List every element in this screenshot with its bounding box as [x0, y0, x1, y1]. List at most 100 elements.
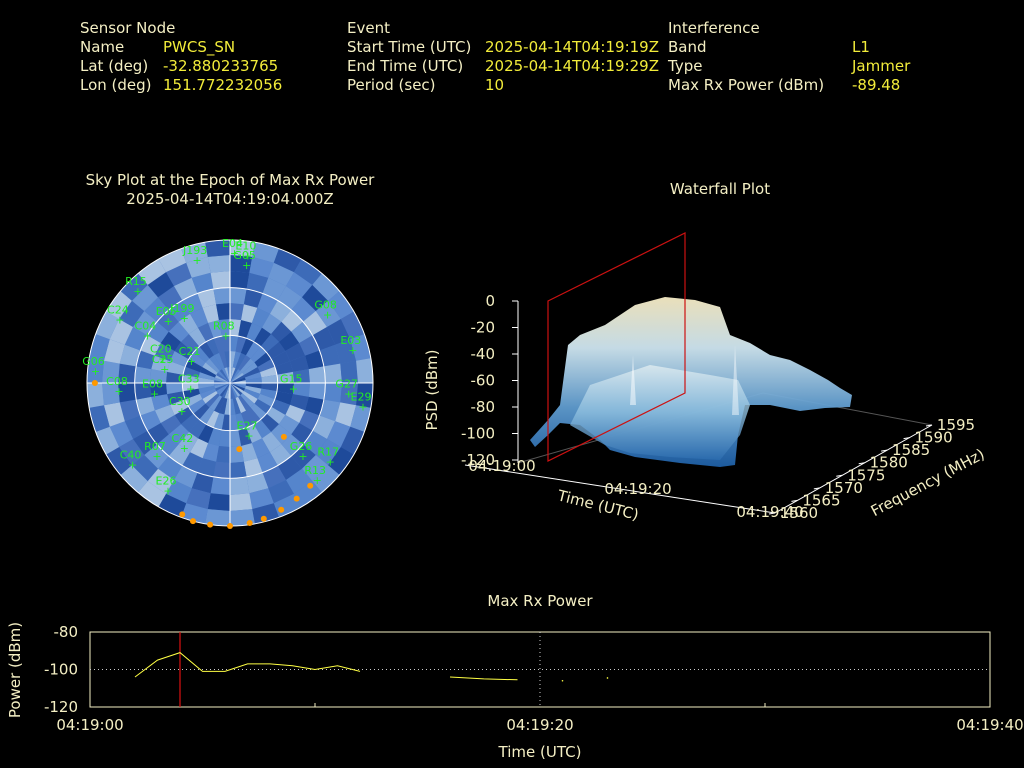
skyplot-heat-cell: [230, 383, 243, 396]
skyplot-heat-cell: [224, 398, 230, 415]
satellite-marker: +: [186, 383, 195, 396]
skyplot-heat-cell: [214, 396, 225, 414]
skyplot-heat-cell: [324, 383, 342, 403]
skyplot-heat-cell: [214, 377, 230, 383]
skyplot-heat-cell: [167, 391, 185, 405]
satellite-marker: +: [244, 429, 253, 442]
freq-tick-label: 1565: [802, 491, 840, 509]
skyplot-heat-cell: [202, 443, 219, 462]
skyplot-heat-cell: [158, 247, 187, 273]
skyplot-heat-cell: [146, 423, 169, 445]
skyplot-heat-cell: [254, 419, 272, 439]
sensor-name-label: Name: [80, 38, 125, 56]
skyplot-heat-cell: [186, 488, 211, 510]
skyplot-heat-cell: [178, 313, 198, 334]
sensor-lat-label: Lat (deg): [80, 57, 149, 75]
skyplot-heat-cell: [202, 391, 218, 404]
skyplot-heat-cell: [286, 272, 313, 298]
satellite-label: J199: [169, 302, 194, 315]
freq-tick-label: 1590: [914, 429, 952, 447]
skyplot-heat-cell: [218, 430, 230, 447]
skyplot-heat-cell: [198, 424, 214, 444]
skyplot-heat-cell: [243, 458, 263, 478]
skyplot-heat-cell: [266, 341, 286, 359]
power-series: [134, 652, 609, 682]
skyplot-heat-cell: [279, 415, 300, 435]
skyplot-heat-cell: [294, 258, 323, 285]
sensor-heading: Sensor Node: [80, 19, 176, 37]
skyplot-heat-cell: [216, 372, 230, 383]
power-line-segment: [449, 676, 518, 681]
skyplot-heat-cell: [242, 391, 258, 404]
skyplot-heat-cell: [246, 473, 269, 494]
skyplot-heat-cell: [158, 493, 187, 519]
skyplot-heat-cell: [210, 271, 230, 289]
waterfall-z-ticks: 0 -20 -40 -60 -80 -100 -120: [461, 292, 518, 469]
skyplot-heat-cell: [213, 287, 230, 305]
skyplot-heat-cell: [208, 428, 222, 446]
orange-marker: [278, 506, 285, 513]
skyplot-heat-cell: [198, 372, 215, 381]
skyplot-heat-cell: [271, 351, 291, 367]
skyplot-heat-cell: [150, 369, 167, 383]
skyplot-heat-cell: [291, 321, 314, 343]
skyplot-heat-cell: [243, 288, 263, 308]
skyplot-heat-cell: [135, 350, 155, 370]
skyplot-heat-cell: [249, 488, 274, 510]
power-chart-title: Max Rx Power: [487, 592, 593, 610]
skyplot-heat-cell: [246, 272, 269, 293]
skyplot-heat-cell: [199, 367, 217, 378]
skyplot-heat-cell: [260, 413, 279, 432]
satellite-marker: +: [243, 250, 252, 263]
skyplot-heat-cell: [262, 277, 286, 300]
skyplot-heat-cell: [312, 272, 341, 301]
skyplot-grid: [86, 239, 374, 527]
skyplot-heat-cell: [305, 396, 325, 416]
z-tick-label: -80: [471, 398, 496, 416]
skyplot-heat-cell: [232, 398, 241, 415]
interference-band-value: L1: [852, 38, 870, 56]
satellite-marker: +: [323, 309, 332, 322]
skyplot-heat-cell: [169, 351, 189, 367]
skyplot-heat-cell: [340, 426, 366, 455]
skyplot-heat-cell: [205, 240, 230, 257]
power-x-tick-label: 04:19:00: [56, 716, 123, 734]
skyplot-heat-cell: [109, 319, 133, 345]
power-x-tick-label: 04:19:20: [506, 716, 573, 734]
satellite-label: C30: [169, 395, 191, 408]
skyplot-heat-cell: [133, 311, 157, 335]
skyplot-heat-cell: [261, 374, 278, 383]
skyplot-heat-cell: [178, 432, 198, 453]
skyplot-heat-cell: [207, 493, 230, 511]
skyplot-heat-cell: [87, 383, 104, 408]
skyplot-heat-cell: [217, 383, 230, 396]
skyplot-heat-cell: [202, 362, 218, 375]
freq-tick-label: 1580: [870, 454, 908, 472]
skyplot-heat-cell: [230, 367, 236, 383]
skyplot-heat-cell: [146, 321, 169, 343]
satellite-label: C25: [152, 353, 174, 366]
skyplot-heat-cell: [327, 421, 351, 447]
skyplot-heat-cell: [188, 399, 206, 414]
waterfall-title: Waterfall Plot: [669, 180, 771, 198]
skyplot-heat-cell: [254, 327, 272, 347]
skyplot-heat-cell: [158, 456, 182, 480]
skyplot-heat-cell: [215, 383, 230, 391]
interference-band-label: Band: [668, 38, 707, 56]
satellite-label: C24: [107, 303, 129, 316]
skyplot-heat-cell: [219, 369, 230, 383]
skyplot-heat-cell: [230, 430, 242, 447]
skyplot-heat-cell: [207, 255, 230, 273]
interference-power-value: -89.48: [852, 76, 901, 94]
skyplot-heat-cell: [216, 303, 230, 320]
freq-tick-mark: [813, 487, 820, 490]
sensor-lat-value: -32.880233765: [163, 57, 279, 75]
skyplot-heat-cell: [160, 415, 181, 435]
skyplot-heat-cell: [221, 414, 230, 431]
skyplot-heat-cell: [214, 352, 225, 370]
satellite-marker: +: [180, 442, 189, 455]
satellite-label: R15: [125, 275, 147, 288]
skyplot-heat-cell: [243, 388, 261, 399]
skyplot-heat-cell: [119, 439, 145, 466]
skyplot-heat-cell: [118, 383, 136, 403]
